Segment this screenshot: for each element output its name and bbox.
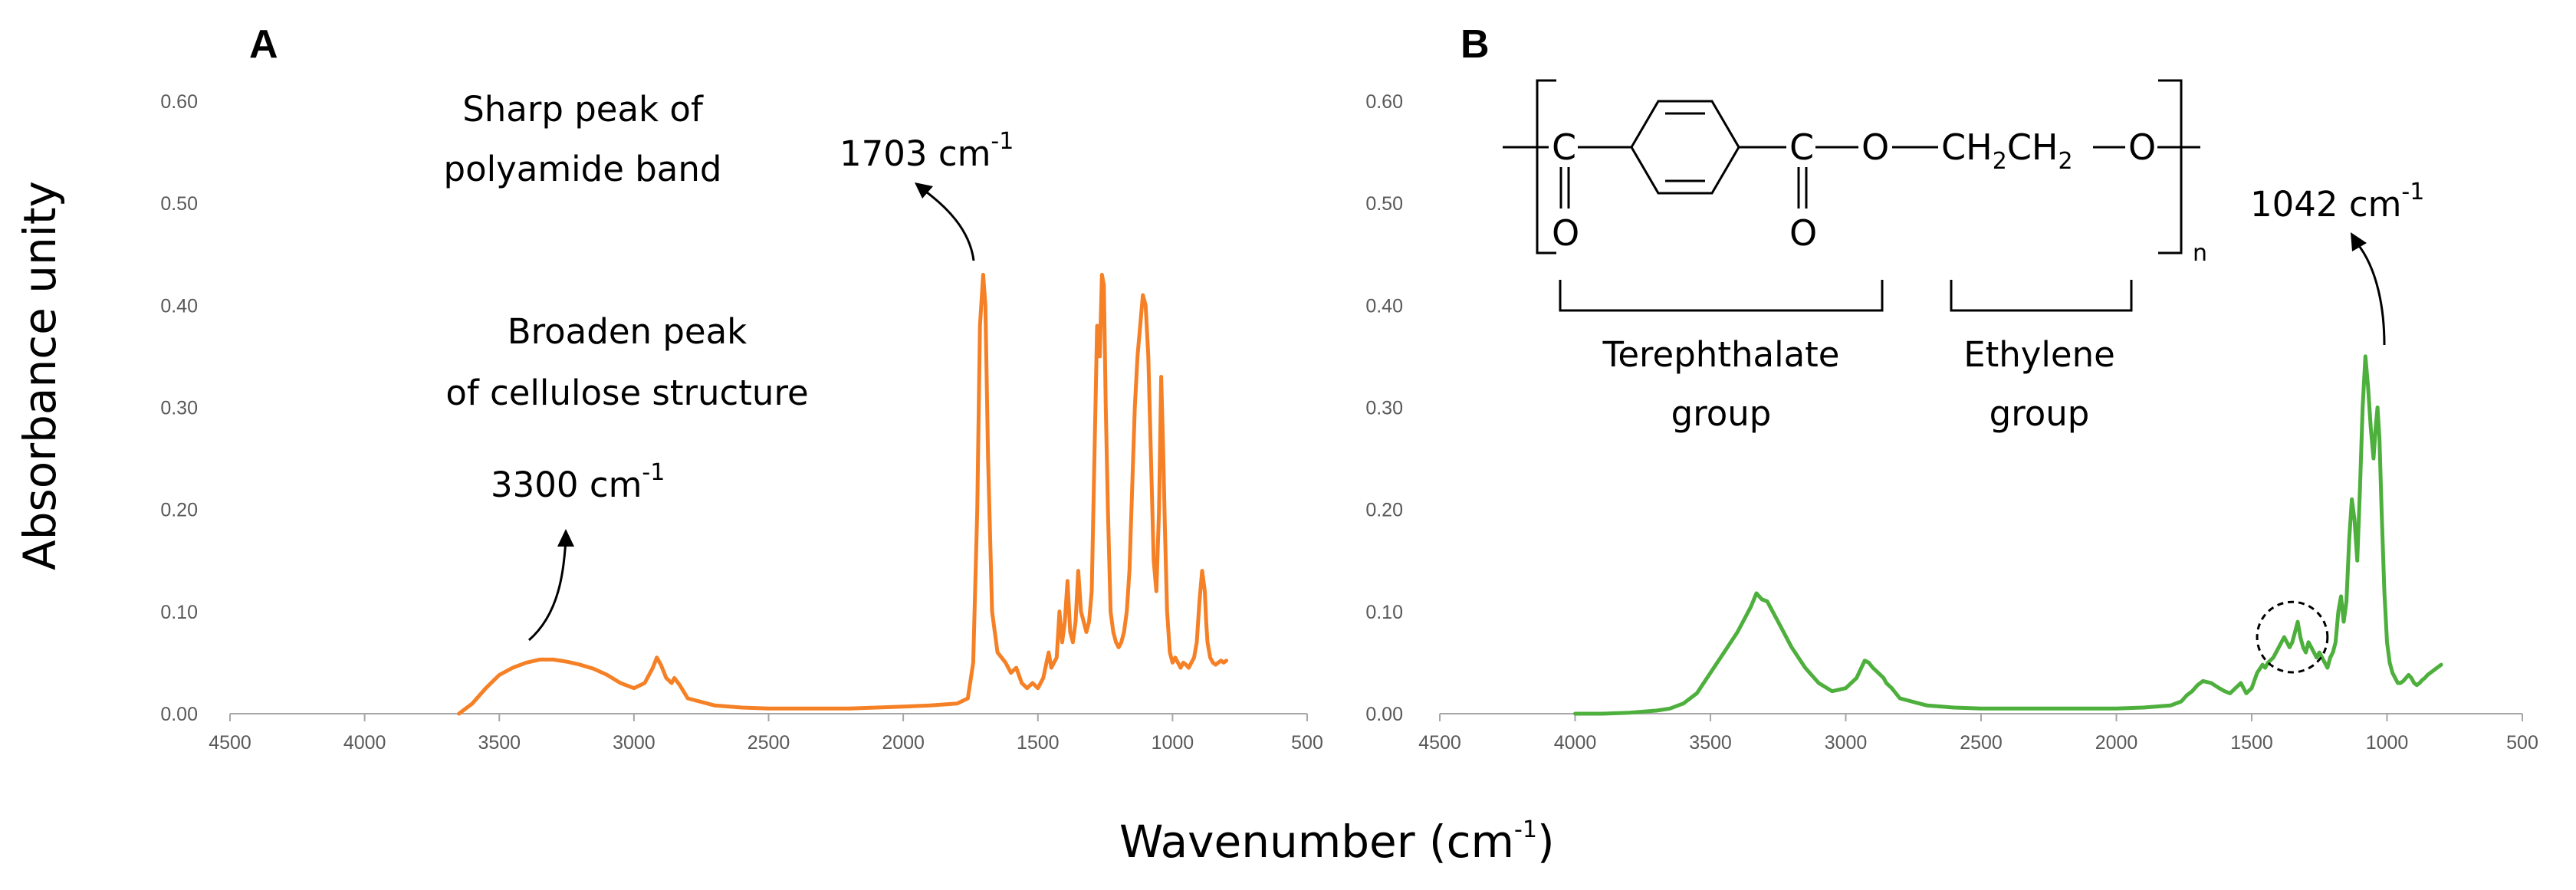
annotation-3300-sup: -1 xyxy=(642,459,665,486)
panel-a-x-tick-label: 2000 xyxy=(882,732,925,754)
chem-bracket-right xyxy=(2158,79,2183,255)
chem-o-link: O xyxy=(1861,126,1889,168)
arrowhead-1042 xyxy=(2351,232,2367,251)
panel-a-x-tick-label: 1000 xyxy=(1152,732,1194,754)
panel-a-y-tick-label: 0.50 xyxy=(160,193,198,215)
chem-c2: C xyxy=(1789,126,1814,168)
panel-b-y-tick-label: 0.10 xyxy=(1365,602,1403,623)
annotation-1042: 1042 cm-1 xyxy=(2250,179,2424,225)
chem-c1: C xyxy=(1552,126,1576,168)
panel-b-y-tick-label: 0.50 xyxy=(1365,193,1403,215)
arrowhead-1703 xyxy=(915,182,933,199)
chem-sub-2a: 2 xyxy=(1993,148,2007,175)
chem-ch2ch2: CH2CH2 xyxy=(1941,126,2073,175)
panel-a-x-tick-label: 2500 xyxy=(748,732,790,754)
chem-ch-2: CH xyxy=(2007,126,2058,168)
panel-b-y-tick-label: 0.00 xyxy=(1365,704,1403,725)
annotation-cellulose-line2: of cellulose structure xyxy=(445,373,808,413)
group-bracket-ethylene xyxy=(1950,280,2133,312)
panel-a-y-tick-label: 0.20 xyxy=(160,500,198,521)
annotation-3300: 3300 cm-1 xyxy=(491,459,665,505)
benzene-ring xyxy=(1630,100,1740,195)
annotation-1703: 1703 cm-1 xyxy=(840,128,1014,174)
group-ethylene-line1: Ethylene xyxy=(1963,334,2115,375)
chem-ch-1: CH xyxy=(1941,126,1993,168)
x-axis-title-sup: -1 xyxy=(1514,816,1537,843)
panel-b-plot xyxy=(1573,354,2443,716)
panel-a-y-tick-label: 0.30 xyxy=(160,398,198,419)
panel-b-x-tick-label: 1000 xyxy=(2366,732,2409,754)
panel-b-x-tick-label: 3500 xyxy=(1689,732,1732,754)
chem-n: n xyxy=(2193,240,2207,267)
chem-o2: O xyxy=(1789,212,1817,254)
x-axis-title-main: Wavenumber (cm xyxy=(1119,816,1514,868)
panel-a-y-tick-label: 0.40 xyxy=(160,295,198,317)
panel-a-x-tick-label: 1500 xyxy=(1017,732,1060,754)
panel-b-highlight-circle xyxy=(2256,600,2329,674)
group-ethylene-line2: group xyxy=(1990,393,2090,434)
panel-a: A 4500 4000 3500 3000 2500 2000 1500 1000 500 0.0… xyxy=(160,22,1323,754)
annotation-1042-text: 1042 cm xyxy=(2250,184,2401,225)
x-axis-title-end: ) xyxy=(1537,816,1555,868)
group-bracket-terephthalate xyxy=(1559,280,1884,312)
chem-sub-2b: 2 xyxy=(2058,148,2073,175)
annotation-1703-sup: -1 xyxy=(991,128,1014,155)
panel-b-y-tick-label: 0.30 xyxy=(1365,398,1403,419)
arrow-1042 xyxy=(2356,243,2386,346)
panel-a-x-tick-label: 4500 xyxy=(209,732,251,754)
x-axis-title: Wavenumber (cm-1) xyxy=(1119,816,1555,868)
arrowhead-3300 xyxy=(557,529,574,547)
panel-b-y-tick-label: 0.60 xyxy=(1365,91,1403,113)
panel-b-x-tick-label: 4000 xyxy=(1554,732,1597,754)
arrow-3300 xyxy=(528,540,567,642)
panel-b-x-tick-label: 1500 xyxy=(2230,732,2273,754)
panel-b: B 4500 4000 3500 3000 2500 2000 1500 1000 500 0.0… xyxy=(1365,22,2538,754)
panel-a-ticks: 4500 4000 3500 3000 2500 2000 1500 1000 500 0.00 0… xyxy=(160,91,1323,754)
annotation-cellulose-line1: Broaden peak xyxy=(508,311,747,352)
panel-a-label: A xyxy=(249,22,278,67)
panel-a-x-tick-label: 4000 xyxy=(343,732,386,754)
panel-b-x-tick-label: 3000 xyxy=(1825,732,1868,754)
chem-o-end: O xyxy=(2128,126,2156,168)
group-terephthalate-line1: Terephthalate xyxy=(1602,334,1840,375)
panel-a-x-tick-label: 3500 xyxy=(478,732,521,754)
group-terephthalate-line2: group xyxy=(1671,393,1772,434)
panel-a-y-tick-label: 0.00 xyxy=(160,704,198,725)
panel-b-y-tick-label: 0.20 xyxy=(1365,500,1403,521)
panel-b-y-tick-label: 0.40 xyxy=(1365,295,1403,317)
annotation-1703-text: 1703 cm xyxy=(840,133,991,174)
annotation-3300-text: 3300 cm xyxy=(491,465,642,505)
annotation-polyamide-line1: Sharp peak of xyxy=(462,89,704,130)
arrow-1703 xyxy=(923,189,975,261)
panel-a-x-tick-label: 3000 xyxy=(613,732,656,754)
panel-b-x-tick-label: 2000 xyxy=(2095,732,2138,754)
panel-b-series-line xyxy=(1573,354,2443,716)
panel-b-x-tick-label: 500 xyxy=(2506,732,2538,754)
panel-a-series-line xyxy=(457,272,1229,716)
y-axis-title: Absorbance unity xyxy=(14,181,66,570)
annotation-polyamide-line2: polyamide band xyxy=(444,149,722,189)
panel-a-x-tick-label: 500 xyxy=(1291,732,1323,754)
panel-a-plot xyxy=(457,272,1229,716)
panel-a-y-tick-label: 0.60 xyxy=(160,91,198,113)
panel-b-x-tick-label: 4500 xyxy=(1418,732,1461,754)
chem-o1: O xyxy=(1552,212,1579,254)
panel-b-x-tick-label: 2500 xyxy=(1960,732,2003,754)
panel-b-label: B xyxy=(1460,22,1490,67)
annotation-1042-sup: -1 xyxy=(2401,179,2424,205)
pet-structure: C O C O O CH2CH2 O n Terephthalate xyxy=(1503,79,2207,434)
chem-bracket-left xyxy=(1536,79,1556,255)
panel-a-y-tick-label: 0.10 xyxy=(160,602,198,623)
